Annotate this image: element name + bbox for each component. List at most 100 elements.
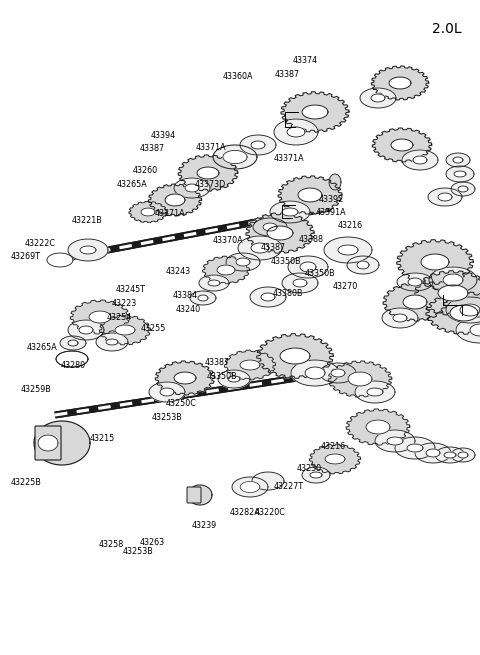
Polygon shape bbox=[383, 283, 447, 321]
Polygon shape bbox=[366, 420, 390, 434]
Polygon shape bbox=[68, 320, 104, 340]
Text: 43263: 43263 bbox=[140, 538, 165, 547]
Polygon shape bbox=[446, 153, 470, 167]
Text: 43380B: 43380B bbox=[273, 289, 303, 298]
Text: 43254: 43254 bbox=[107, 312, 132, 322]
Polygon shape bbox=[458, 186, 468, 192]
Polygon shape bbox=[347, 256, 379, 274]
Text: 43280: 43280 bbox=[60, 361, 85, 370]
Text: 43384: 43384 bbox=[172, 291, 197, 300]
Polygon shape bbox=[310, 444, 360, 474]
Polygon shape bbox=[160, 388, 174, 396]
Polygon shape bbox=[415, 443, 451, 463]
Polygon shape bbox=[395, 437, 435, 459]
Text: 43253B: 43253B bbox=[123, 547, 154, 556]
Polygon shape bbox=[56, 351, 88, 367]
Polygon shape bbox=[372, 128, 432, 162]
Polygon shape bbox=[438, 193, 452, 201]
Polygon shape bbox=[293, 279, 307, 287]
Polygon shape bbox=[198, 295, 208, 301]
Polygon shape bbox=[274, 119, 318, 145]
Polygon shape bbox=[228, 376, 240, 382]
Polygon shape bbox=[413, 156, 427, 164]
Text: 43387: 43387 bbox=[275, 70, 300, 79]
Text: 43225B: 43225B bbox=[11, 477, 42, 487]
Polygon shape bbox=[232, 477, 268, 497]
Polygon shape bbox=[446, 297, 480, 323]
Polygon shape bbox=[402, 150, 438, 170]
Polygon shape bbox=[421, 254, 449, 270]
Text: 43220C: 43220C bbox=[255, 508, 286, 517]
Polygon shape bbox=[397, 273, 433, 291]
Polygon shape bbox=[329, 174, 341, 190]
Polygon shape bbox=[246, 213, 314, 253]
Polygon shape bbox=[149, 382, 185, 402]
Polygon shape bbox=[141, 208, 155, 216]
Text: 43240: 43240 bbox=[176, 305, 201, 314]
Polygon shape bbox=[456, 317, 480, 343]
Text: 43258: 43258 bbox=[99, 540, 124, 550]
Polygon shape bbox=[408, 278, 422, 286]
Polygon shape bbox=[115, 325, 135, 335]
Polygon shape bbox=[155, 361, 215, 395]
Text: 43250C: 43250C bbox=[166, 399, 197, 408]
Text: 43350B: 43350B bbox=[270, 257, 301, 267]
Polygon shape bbox=[407, 444, 423, 452]
Polygon shape bbox=[199, 275, 229, 291]
Text: 43387: 43387 bbox=[204, 358, 229, 367]
Polygon shape bbox=[453, 157, 463, 163]
Polygon shape bbox=[360, 88, 396, 108]
Polygon shape bbox=[451, 448, 475, 462]
Polygon shape bbox=[238, 236, 282, 260]
Polygon shape bbox=[270, 201, 310, 223]
Polygon shape bbox=[310, 472, 322, 478]
Polygon shape bbox=[325, 454, 345, 464]
Polygon shape bbox=[446, 166, 474, 182]
Polygon shape bbox=[38, 435, 58, 451]
Text: 43239: 43239 bbox=[192, 521, 216, 531]
Text: 2.0L: 2.0L bbox=[432, 22, 461, 37]
Polygon shape bbox=[280, 348, 310, 364]
Polygon shape bbox=[251, 243, 269, 253]
Polygon shape bbox=[331, 369, 345, 377]
Polygon shape bbox=[444, 452, 456, 458]
Polygon shape bbox=[68, 340, 78, 346]
Text: 43265A: 43265A bbox=[117, 180, 147, 189]
Text: 43350B: 43350B bbox=[304, 269, 335, 278]
Polygon shape bbox=[397, 240, 473, 284]
Polygon shape bbox=[174, 372, 196, 384]
Polygon shape bbox=[324, 237, 372, 263]
Polygon shape bbox=[287, 127, 305, 137]
Text: 43350B: 43350B bbox=[206, 372, 237, 381]
Polygon shape bbox=[426, 449, 440, 457]
Polygon shape bbox=[403, 295, 427, 309]
Polygon shape bbox=[218, 370, 250, 388]
Polygon shape bbox=[188, 485, 212, 505]
Polygon shape bbox=[267, 226, 293, 240]
Polygon shape bbox=[240, 360, 260, 370]
Polygon shape bbox=[460, 304, 480, 316]
Text: 43391A: 43391A bbox=[316, 208, 347, 217]
FancyBboxPatch shape bbox=[35, 426, 61, 460]
Polygon shape bbox=[165, 194, 185, 206]
Polygon shape bbox=[106, 339, 118, 345]
Text: 43265A: 43265A bbox=[27, 343, 58, 352]
Text: 43371A: 43371A bbox=[155, 209, 186, 218]
Polygon shape bbox=[346, 409, 410, 445]
Polygon shape bbox=[382, 308, 418, 328]
Polygon shape bbox=[338, 245, 358, 255]
Polygon shape bbox=[213, 145, 257, 169]
Polygon shape bbox=[288, 256, 328, 278]
Text: 43227T: 43227T bbox=[274, 481, 304, 491]
Text: 43374: 43374 bbox=[292, 56, 317, 66]
Text: 43388: 43388 bbox=[299, 234, 324, 244]
Text: 43255: 43255 bbox=[141, 324, 166, 333]
Polygon shape bbox=[129, 201, 167, 223]
Text: 43230: 43230 bbox=[297, 464, 322, 473]
Polygon shape bbox=[458, 452, 468, 458]
Polygon shape bbox=[253, 218, 287, 236]
Polygon shape bbox=[80, 246, 96, 254]
Polygon shape bbox=[391, 139, 413, 151]
FancyBboxPatch shape bbox=[187, 487, 201, 503]
Polygon shape bbox=[225, 350, 276, 380]
